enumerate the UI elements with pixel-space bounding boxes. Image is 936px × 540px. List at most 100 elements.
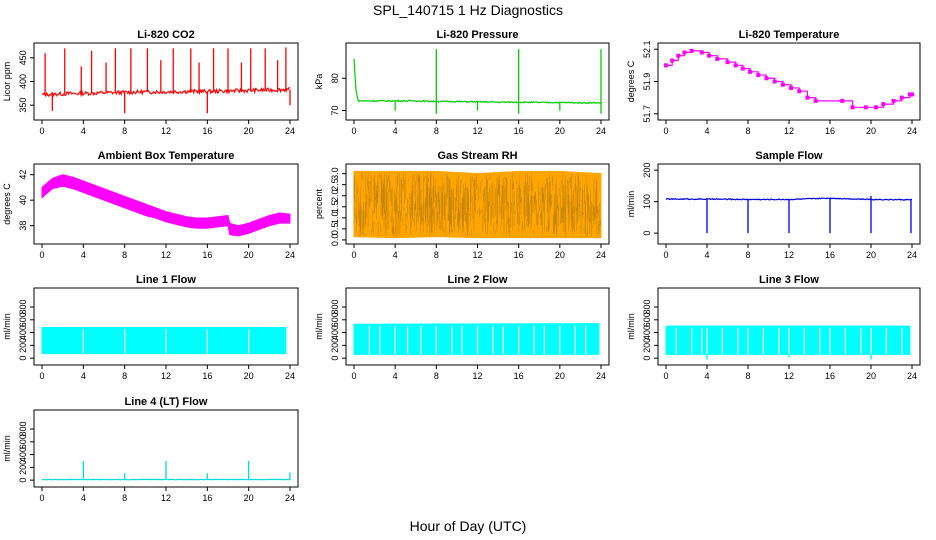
chart-panel: Gas Stream RH percent 0 4 8 12 16 20 24 0.00.51.0…	[314, 150, 610, 260]
y-tick-label: 2.5	[330, 178, 340, 191]
data-band	[353, 323, 600, 355]
y-tick-label: 400	[18, 325, 28, 340]
x-tick-label: 24	[596, 250, 606, 260]
x-tick-label: 4	[81, 250, 86, 260]
x-tick-label: 16	[202, 250, 212, 260]
x-tick-label: 24	[907, 126, 917, 136]
x-tick-label: 20	[555, 250, 565, 260]
chart-panel: Line 1 Flow ml/min 0 4 8 12 16 20 24 0 20040060080…	[2, 274, 299, 381]
x-tick-label: 12	[472, 126, 482, 136]
y-tick-label: 350	[18, 98, 28, 113]
x-tick-label: 12	[161, 371, 171, 381]
data-point	[874, 105, 879, 110]
y-tick-label: 0	[18, 356, 28, 361]
x-tick-label: 8	[122, 371, 127, 381]
x-tick-label: 0	[39, 126, 44, 136]
data-point	[748, 69, 753, 74]
chart-title: Line 4 (LT) Flow	[125, 396, 208, 408]
data-band	[41, 326, 287, 355]
data-point	[840, 98, 845, 103]
x-tick-label: 16	[825, 371, 835, 381]
x-tick-label: 20	[244, 250, 254, 260]
x-tick-label: 0	[663, 371, 668, 381]
x-tick-label: 24	[285, 371, 295, 381]
chart-title: Line 3 Flow	[759, 274, 819, 286]
data-point	[910, 92, 914, 97]
y-tick-label: 3.0	[330, 167, 340, 180]
y-tick-label: 450	[18, 50, 28, 65]
chart-title: Sample Flow	[755, 150, 823, 162]
chart-panel: Line 2 Flow ml/min 0 4 8 12 16 20 24 0 20040060080…	[314, 274, 610, 381]
y-tick-label: 200	[18, 460, 28, 475]
x-tick-label: 16	[825, 126, 835, 136]
data-point	[740, 66, 745, 71]
figure-xlabel: Hour of Day (UTC)	[409, 518, 527, 534]
y-tick-label: 400	[330, 325, 340, 340]
y-tick-label: 800	[330, 299, 340, 314]
chart-panel: Li-820 CO2 Licor ppm 0 4 8 12 16 20 24 350 400 450	[2, 29, 299, 136]
x-tick-label: 4	[393, 126, 398, 136]
x-tick-label: 20	[866, 126, 876, 136]
y-tick-label: 600	[330, 312, 340, 327]
chart-title: Li-820 CO2	[137, 29, 194, 41]
x-tick-label: 12	[784, 371, 794, 381]
chart-panel: Li-820 Temperature degrees C 0 4 8 12 16 20 24 51…	[626, 29, 921, 136]
x-tick-label: 4	[81, 371, 86, 381]
chart-title: Line 1 Flow	[136, 274, 196, 286]
data-line	[41, 86, 291, 98]
data-point	[863, 105, 868, 110]
x-tick-label: 0	[39, 493, 44, 503]
x-tick-label: 0	[351, 126, 356, 136]
x-tick-label: 24	[285, 126, 295, 136]
x-tick-label: 4	[704, 371, 709, 381]
data-texture	[353, 171, 601, 238]
x-tick-label: 0	[351, 250, 356, 260]
y-tick-label: 1.5	[330, 201, 340, 214]
x-tick-label: 16	[202, 493, 212, 503]
chart-title: Li-820 Temperature	[739, 29, 840, 41]
x-tick-label: 8	[122, 126, 127, 136]
x-tick-label: 20	[244, 371, 254, 381]
chart-title: Ambient Box Temperature	[98, 150, 235, 162]
x-tick-label: 4	[393, 371, 398, 381]
x-tick-label: 8	[122, 493, 127, 503]
x-tick-label: 16	[514, 126, 524, 136]
y-tick-label: 0.0	[330, 234, 340, 247]
data-point	[891, 98, 896, 103]
y-tick-label: 200	[330, 338, 340, 353]
x-tick-label: 20	[555, 371, 565, 381]
x-tick-label: 24	[285, 493, 295, 503]
data-point	[676, 53, 681, 58]
y-tick-label: 600	[18, 312, 28, 327]
data-point	[813, 98, 818, 103]
data-point	[689, 48, 694, 53]
chart-title: Line 2 Flow	[448, 274, 508, 286]
chart-panel: Li-820 Pressure kPa 0 4 8 12 16 20 24 70 80	[314, 29, 610, 136]
x-tick-label: 16	[514, 250, 524, 260]
x-tick-label: 8	[745, 126, 750, 136]
chart-panel: Sample Flow ml/min 0 4 8 12 16 20 24 0 100 200	[626, 150, 921, 260]
data-point	[797, 89, 802, 94]
x-tick-label: 12	[784, 250, 794, 260]
x-tick-label: 12	[161, 493, 171, 503]
x-tick-label: 16	[514, 371, 524, 381]
data-point	[764, 76, 769, 81]
data-point	[907, 92, 912, 97]
data-point	[664, 63, 668, 68]
x-tick-label: 12	[472, 371, 482, 381]
x-tick-label: 4	[81, 493, 86, 503]
x-tick-label: 0	[663, 126, 668, 136]
y-tick-label: 70	[330, 106, 340, 116]
chart-title: Li-820 Pressure	[437, 29, 519, 41]
chart-panel: Line 4 (LT) Flow ml/min 0 4 8 12 16 20 24 0 200400…	[2, 396, 299, 503]
data-band	[41, 174, 291, 237]
y-tick-label: 0	[642, 356, 652, 361]
data-point	[707, 53, 712, 58]
y-axis-label: degrees C	[2, 183, 12, 225]
y-tick-label: 200	[642, 338, 652, 353]
y-tick-label: 200	[642, 163, 652, 178]
y-tick-label: 400	[18, 74, 28, 89]
data-point	[715, 56, 720, 61]
data-point	[670, 58, 675, 63]
